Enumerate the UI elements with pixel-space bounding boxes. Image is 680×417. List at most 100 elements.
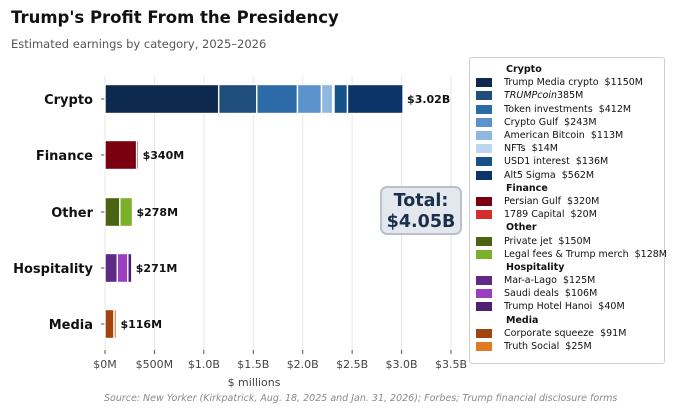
legend-series-name: Trump Media crypto — [504, 77, 599, 89]
legend-swatch — [476, 104, 492, 114]
legend-swatch — [476, 157, 492, 167]
legend-series-name: Truth Social — [504, 341, 560, 353]
legend-label: TRUMPcoin385M — [504, 90, 583, 101]
total-callout-label: Total: — [393, 191, 449, 211]
legend-group-title: Finance — [506, 182, 548, 194]
x-tick-label: $3.0B — [386, 358, 418, 371]
legend-label: 1789 Capital $20M — [504, 209, 597, 220]
legend-item: Saudi deals $106M — [476, 287, 658, 300]
legend-series-name: Mar-a-Lago — [504, 275, 557, 287]
legend-series-name: Alt5 Sigma — [504, 169, 556, 181]
chart-legend: Crypto Trump Media crypto $1150M TRUMPcoin… — [469, 57, 667, 364]
legend-item: Private jet $150M — [476, 234, 658, 247]
legend-group-title: Hospitality — [506, 261, 565, 273]
bar-segment — [296, 83, 323, 115]
source-note: Source: New Yorker (Kirkpatrick, Aug. 18… — [104, 393, 618, 404]
legend-swatch — [476, 236, 492, 246]
legend-label: Crypto Gulf $243M — [504, 117, 597, 128]
legend-series-value: $125M — [556, 275, 596, 287]
legend-series-value: $128M — [628, 248, 668, 260]
bar-total-label: $278M — [136, 206, 178, 219]
legend-label: American Bitcoin $113M — [504, 130, 623, 141]
legend-series-name: Token investments — [504, 103, 593, 115]
bar-total-label: $3.02B — [407, 93, 450, 106]
bar-total-label: $340M — [143, 149, 185, 162]
bar-total-label: $116M — [120, 318, 162, 331]
legend-series-value: $150M — [552, 235, 591, 247]
legend-series-value: $320M — [560, 195, 600, 207]
legend-label: Persian Gulf $320M — [504, 196, 599, 207]
category-label: Crypto — [44, 93, 93, 108]
bar-total-label: $271M — [136, 262, 178, 275]
chart-title: Trump's Profit From the Presidency — [11, 8, 339, 27]
x-tick-label: $2.5B — [336, 358, 368, 371]
legend-item: Corporate squeeze $91M — [476, 327, 658, 340]
bar-segment — [320, 83, 334, 115]
legend-swatch — [476, 302, 492, 312]
bar-segment — [256, 83, 299, 115]
legend-item: Token investments $412M — [476, 103, 658, 116]
legend-series-value: $91M — [594, 327, 627, 339]
category-label: Media — [49, 318, 93, 333]
legend-series-value: $136M — [569, 156, 609, 168]
legend-series-name: American Bitcoin — [504, 130, 585, 142]
legend-swatch — [476, 131, 492, 141]
category-label: Other — [51, 206, 93, 221]
legend-series-value: 385M — [556, 90, 584, 102]
legend-series-name: Legal fees & Trump merch — [504, 248, 629, 260]
bar-segment — [104, 83, 220, 115]
legend-item: Trump Media crypto $1150M — [476, 76, 658, 89]
legend-label: Corporate squeeze $91M — [504, 328, 626, 339]
legend-group-title: Other — [506, 222, 537, 234]
bar-segment — [104, 139, 138, 171]
legend-item: Persian Gulf $320M — [476, 195, 658, 208]
legend-series-value: $1150M — [598, 77, 643, 89]
legend-item: TRUMPcoin385M — [476, 89, 658, 102]
x-axis-label: $ millions — [228, 376, 281, 389]
x-tick-label: $3.5B — [435, 358, 467, 371]
bar-segment — [116, 252, 129, 284]
legend-swatch — [476, 117, 492, 127]
legend-item: American Bitcoin $113M — [476, 129, 658, 142]
legend-swatch — [476, 196, 492, 206]
bar-segment — [135, 139, 140, 171]
legend-series-value: $562M — [555, 169, 595, 181]
legend-group-title: Media — [506, 314, 539, 326]
bar-segment — [104, 196, 121, 228]
legend-item: Truth Social $25M — [476, 340, 658, 353]
legend-label: Private jet $150M — [504, 236, 591, 247]
legend-label: USD1 interest $136M — [504, 156, 608, 167]
legend-series-name: Saudi deals — [504, 288, 559, 300]
bar-segment — [333, 83, 349, 115]
legend-item: Trump Hotel Hanoi $40M — [476, 300, 658, 313]
legend-series-value: $412M — [592, 103, 632, 115]
legend-item: NFTs $14M — [476, 142, 658, 155]
legend-series-name: USD1 interest — [504, 156, 570, 168]
legend-series-value: $40M — [592, 301, 625, 313]
legend-swatch — [476, 210, 492, 220]
legend-label: Trump Media crypto $1150M — [504, 77, 643, 88]
x-tick-label: $2.0B — [287, 358, 319, 371]
x-tick-label: $500M — [136, 358, 174, 371]
legend-series-name: Trump Hotel Hanoi — [504, 301, 593, 313]
legend-label: Mar-a-Lago $125M — [504, 275, 595, 286]
legend-series-name: TRUMPcoin — [504, 90, 557, 102]
bar-segment — [217, 83, 258, 115]
legend-series-name: Corporate squeeze — [504, 327, 595, 339]
legend-item: Crypto Gulf $243M — [476, 116, 658, 129]
bar-segment — [104, 308, 115, 340]
legend-series-name: Private jet — [504, 235, 553, 247]
x-tick-label: $0M — [93, 358, 117, 371]
legend-series-name: 1789 Capital — [504, 209, 565, 221]
legend-swatch — [476, 328, 492, 338]
legend-item: USD1 interest $136M — [476, 155, 658, 168]
legend-label: NFTs $14M — [504, 143, 558, 154]
legend-series-value: $243M — [558, 116, 597, 128]
chart-subtitle: Estimated earnings by category, 2025–202… — [11, 37, 267, 51]
legend-label: Legal fees & Trump merch $128M — [504, 249, 667, 260]
legend-series-name: Crypto Gulf — [504, 116, 559, 128]
legend-group-title: Crypto — [506, 64, 542, 75]
legend-series-value: $14M — [525, 143, 558, 155]
legend-series-value: $20M — [564, 209, 597, 221]
bar-segment — [127, 252, 133, 284]
